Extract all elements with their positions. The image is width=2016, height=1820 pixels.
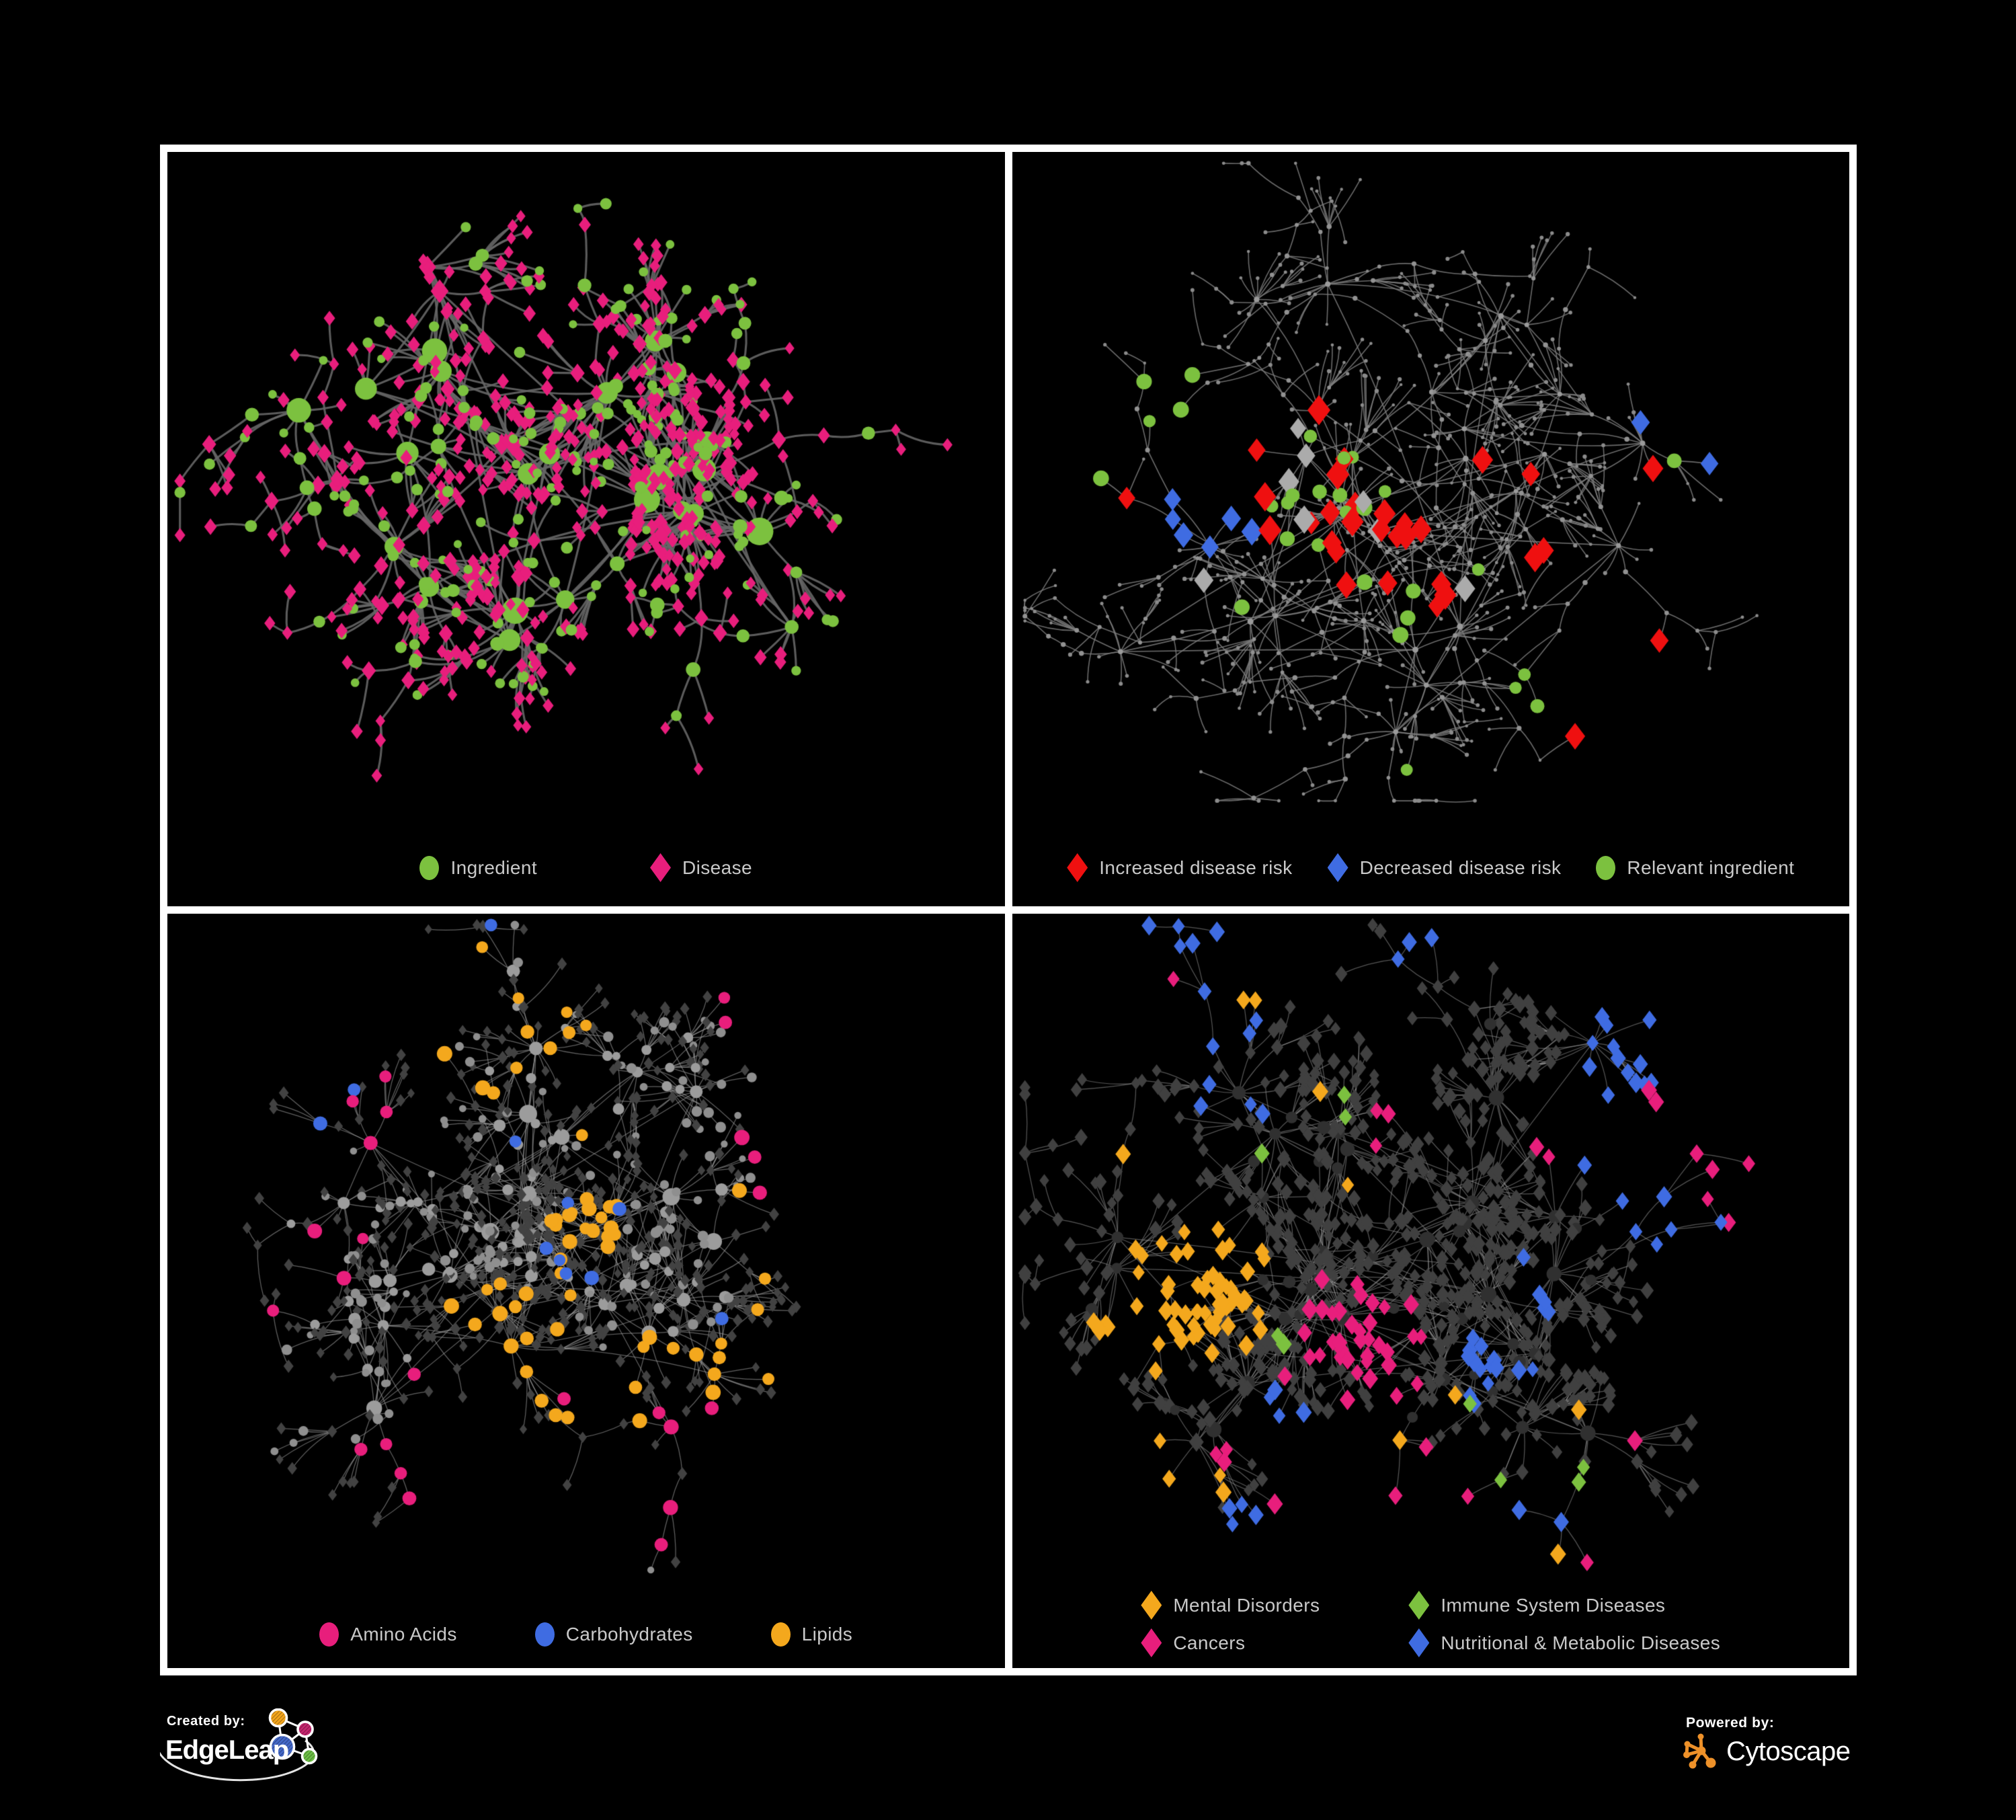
legend-item: Nutritional & Metabolic Diseases <box>1408 1628 1720 1657</box>
mental-disorders-diamond-icon <box>1141 1591 1162 1620</box>
legend-item: Mental Disorders <box>1141 1591 1408 1620</box>
created-by-label: Created by: <box>167 1714 245 1729</box>
network-canvas-ingredient-disease <box>167 152 1005 906</box>
cytoscape-logo: Powered by: <box>1681 1710 1976 1790</box>
legend-item: Lipids <box>770 1622 853 1647</box>
legend-label: Mental Disorders <box>1173 1594 1320 1616</box>
legend-item: Decreased disease risk <box>1327 853 1562 882</box>
network-canvas-nutrient-classes <box>167 914 1005 1668</box>
carbohydrates-circle-icon <box>534 1622 555 1647</box>
network-canvas-disease-classes <box>1012 914 1849 1668</box>
legend-label: Disease <box>682 857 752 878</box>
legend-label: Increased disease risk <box>1099 857 1293 878</box>
legend-item: Relevant ingredient <box>1596 855 1795 880</box>
legend-label: Lipids <box>801 1624 853 1645</box>
legend-nutrient-classes: Amino Acids Carbohydrates Lipids <box>167 1622 1005 1647</box>
edgeleap-network-icon <box>160 1708 318 1782</box>
legend-item: Ingredient <box>419 855 538 880</box>
legend-label: Ingredient <box>450 857 538 878</box>
cytoscape-network-icon <box>1683 1733 1716 1769</box>
legend-disease-risk: Increased disease risk Decreased disease… <box>1012 853 1850 882</box>
legend-item: Disease <box>650 853 752 882</box>
legend-ingredient-disease: Ingredient Disease <box>167 853 1005 882</box>
disease-diamond-icon <box>650 853 672 882</box>
panel-ingredient-disease: Ingredient Disease <box>167 152 1005 906</box>
immune-system-diseases-diamond-icon <box>1408 1591 1430 1620</box>
legend-item: Increased disease risk <box>1067 853 1292 882</box>
panel-disease-risk: Increased disease risk Decreased disease… <box>1012 152 1850 906</box>
legend-label: Nutritional & Metabolic Diseases <box>1441 1632 1721 1653</box>
legend-item: Immune System Diseases <box>1408 1591 1720 1620</box>
decreased-risk-diamond-icon <box>1327 853 1348 882</box>
cancers-diamond-icon <box>1141 1628 1162 1657</box>
powered-by-label: Powered by: <box>1686 1715 1775 1731</box>
increased-risk-diamond-icon <box>1067 853 1088 882</box>
panel-nutrient-classes: Amino Acids Carbohydrates Lipids <box>167 914 1005 1668</box>
legend-label: Immune System Diseases <box>1441 1594 1666 1616</box>
nutritional-metabolic-diseases-diamond-icon <box>1408 1628 1430 1657</box>
edgeleap-logo: Created by: EdgeLeap <box>160 1708 422 1809</box>
legend-item: Cancers <box>1141 1628 1408 1657</box>
amino-acids-circle-icon <box>319 1622 339 1647</box>
legend-item: Amino Acids <box>319 1622 456 1647</box>
figure-frame: Ingredient Disease Increased disease ris… <box>160 145 1857 1675</box>
legend-label: Relevant ingredient <box>1627 857 1795 878</box>
legend-label: Carbohydrates <box>565 1624 693 1645</box>
legend-disease-classes: Mental Disorders Immune System Diseases … <box>1141 1591 1720 1657</box>
panel-disease-classes: Mental Disorders Immune System Diseases … <box>1012 914 1849 1668</box>
ingredient-circle-icon <box>419 855 440 880</box>
cytoscape-wordmark: Cytoscape <box>1726 1736 1851 1766</box>
legend-item: Carbohydrates <box>534 1622 693 1647</box>
relevant-ingredient-circle-icon <box>1596 855 1616 880</box>
edgeleap-wordmark: EdgeLeap <box>165 1735 289 1765</box>
legend-label: Amino Acids <box>350 1624 457 1645</box>
legend-label: Decreased disease risk <box>1359 857 1562 878</box>
lipids-circle-icon <box>770 1622 791 1647</box>
legend-label: Cancers <box>1173 1632 1246 1653</box>
network-canvas-disease-risk <box>1012 152 1849 906</box>
